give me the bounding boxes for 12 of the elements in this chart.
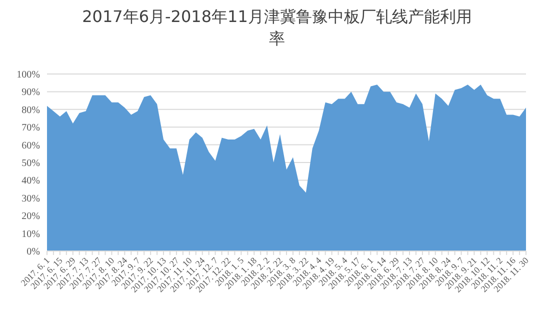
y-tick-label: 30% (22, 193, 40, 204)
y-tick-label: 10% (22, 228, 40, 240)
y-tick-label: 0% (26, 246, 40, 258)
y-tick-label: 70% (22, 122, 40, 134)
y-tick-label: 90% (22, 87, 40, 98)
y-tick-label: 80% (22, 104, 40, 116)
chart-title: 2017年6月-2018年11月津冀鲁豫中板厂轧线产能利用率 (81, 6, 473, 50)
y-tick-label: 60% (22, 140, 40, 152)
y-tick-label: 20% (22, 211, 40, 222)
y-tick-label: 100% (16, 70, 40, 80)
y-tick-label: 50% (22, 158, 40, 169)
y-tick-label: 40% (22, 176, 40, 187)
